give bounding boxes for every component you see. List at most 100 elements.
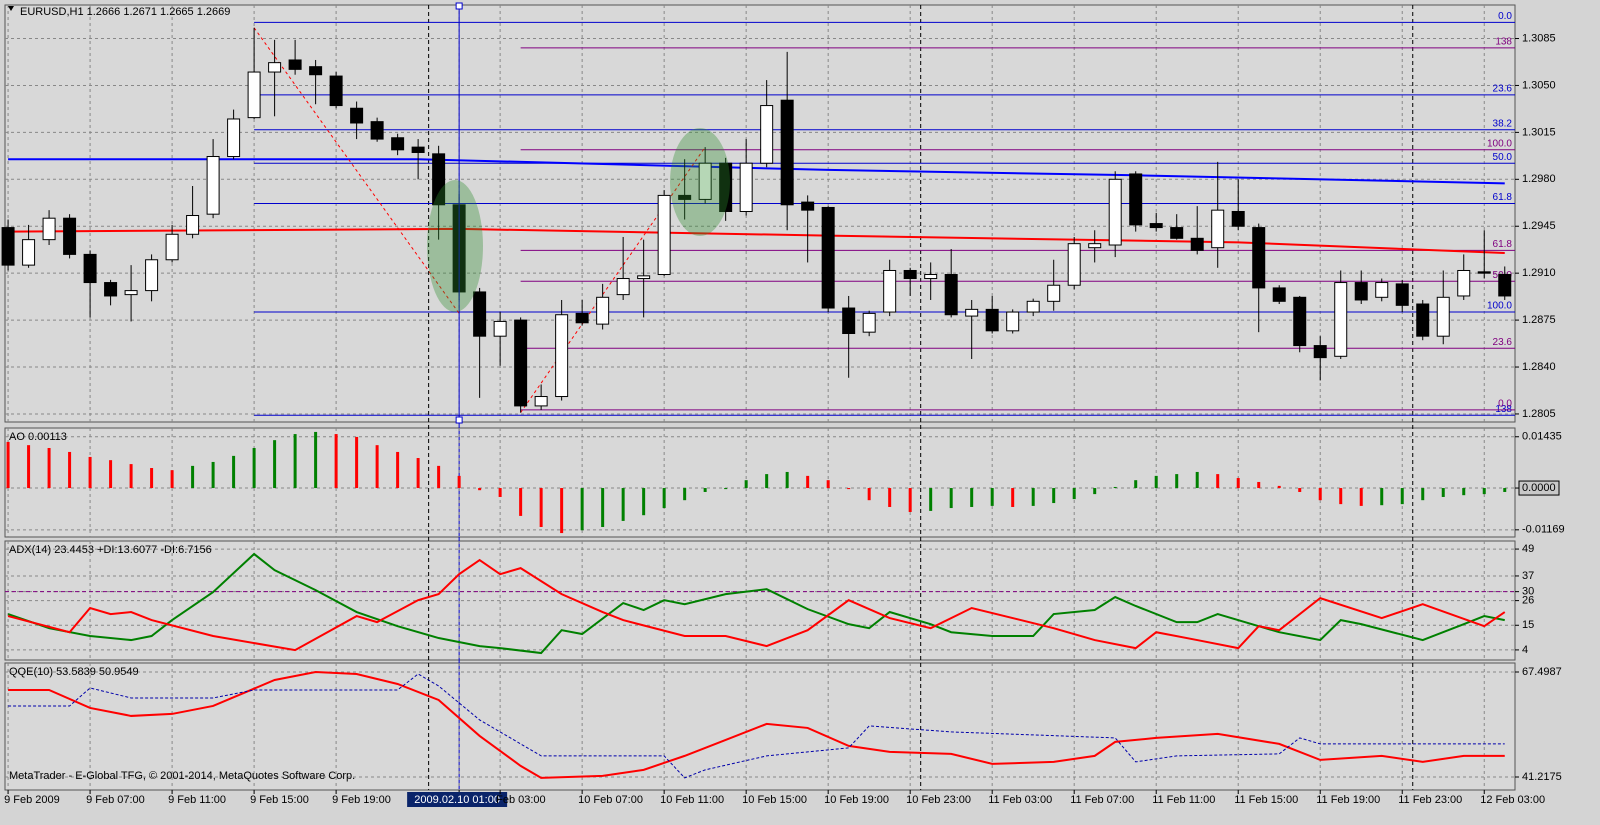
candle-body	[698, 162, 712, 200]
ao-bar	[806, 475, 810, 489]
fibo-label: 100.0	[1487, 301, 1512, 312]
candle-body	[1477, 271, 1491, 274]
candle-body	[575, 312, 589, 324]
x-tick-highlight	[407, 792, 508, 807]
candle-body	[1047, 284, 1061, 302]
fibo-label: 138	[1495, 37, 1512, 48]
ao-bar	[929, 488, 933, 511]
trend-line	[253, 27, 460, 314]
y-tick-label: 26	[1522, 595, 1534, 607]
candle-body	[1272, 287, 1286, 302]
ao-bar	[293, 434, 297, 489]
ao-bar	[949, 488, 953, 509]
fibo-label: 23.6	[1493, 83, 1513, 94]
x-tick-label: 10 Feb 11:00	[660, 794, 724, 806]
moving-average	[8, 158, 1505, 185]
ao-bar	[744, 480, 748, 489]
x-tick-label: 11 Feb 23:00	[1398, 794, 1462, 806]
candle-body	[1067, 243, 1081, 286]
ao-bar	[88, 456, 92, 489]
y-tick-label: 4	[1522, 644, 1528, 656]
y-tick-box	[1518, 480, 1560, 496]
candle-body	[83, 253, 97, 284]
indicator-line	[8, 670, 1505, 779]
menu-arrow[interactable]	[8, 6, 14, 11]
candle-body	[719, 162, 733, 212]
candle-body	[760, 105, 774, 164]
ao-bar	[539, 488, 543, 527]
candle-body	[42, 217, 56, 241]
ao-bar	[109, 460, 113, 489]
y-tick-label: 1.3050	[1522, 79, 1556, 91]
candle-body	[555, 314, 569, 398]
candle-body	[534, 396, 548, 407]
candle-body	[104, 282, 118, 297]
candle-body	[145, 259, 159, 292]
candle-body	[678, 194, 692, 200]
ao-bar	[519, 488, 523, 516]
ao-bar	[621, 488, 625, 521]
ao-bar	[1503, 488, 1507, 492]
indicator-line	[7, 558, 1506, 652]
candle-body	[1026, 300, 1040, 313]
y-tick-label: 49	[1522, 543, 1534, 555]
ao-bar	[560, 488, 564, 534]
x-tick-label: 10 Feb 15:00	[742, 794, 807, 806]
x-tick-label: 10 Feb 07:00	[578, 794, 643, 806]
candle-body	[391, 137, 405, 151]
candle-body	[1108, 178, 1122, 246]
fibo-label: 0.0	[1498, 399, 1512, 410]
ao-title: AO 0.00113	[9, 431, 67, 443]
candle-body	[1436, 296, 1450, 337]
candle-body	[63, 217, 77, 255]
ao-bar	[47, 448, 51, 489]
candle-body	[350, 107, 364, 124]
candle-body	[657, 194, 671, 276]
candle-body	[1088, 243, 1102, 249]
ao-bar	[1134, 480, 1138, 489]
ao-bar	[785, 471, 789, 489]
fibo-label: 61.8	[1493, 239, 1513, 250]
ao-bar	[990, 488, 994, 506]
adx-title: ADX(14) 23.4453 +DI:13.6077 -DI:6.7156	[9, 544, 212, 556]
x-tick-label: 11 Feb 15:00	[1234, 794, 1298, 806]
ao-bar	[683, 488, 687, 501]
qqe-title: QQE(10) 53.5839 50.9549	[9, 666, 139, 678]
ao-bar	[1400, 488, 1404, 505]
candle-body	[1416, 303, 1430, 337]
ao-bar	[724, 488, 728, 490]
x-tick-label: 10 Feb 23:00	[906, 794, 971, 806]
candle-body	[514, 319, 528, 407]
ao-bar	[27, 445, 31, 489]
candle-body	[1334, 282, 1348, 357]
ao-panel	[4, 427, 1516, 538]
ao-bar	[826, 480, 830, 489]
ao-bar	[1441, 488, 1445, 497]
candle-body	[1129, 173, 1143, 226]
ao-bar	[334, 434, 338, 489]
candle-body	[432, 153, 446, 206]
y-tick-label: 15	[1522, 619, 1534, 631]
main-title: EURUSD,H1 1.2666 1.2671 1.2665 1.2669	[20, 6, 230, 18]
fibo-label: 38.2	[1493, 118, 1513, 129]
candle-body	[1231, 210, 1245, 227]
highlight-ellipse	[670, 128, 730, 236]
ao-bar	[457, 475, 461, 489]
ao-bar	[765, 474, 769, 489]
ao-bar	[478, 488, 482, 491]
candle-body	[1252, 227, 1266, 289]
main-panel	[4, 4, 1516, 423]
ao-bar	[252, 448, 256, 489]
ao-bar	[867, 488, 871, 501]
x-tick-label: 11 Feb 11:00	[1152, 794, 1215, 806]
ao-bar	[1339, 488, 1343, 505]
crosshair-handle	[455, 2, 463, 10]
ao-bar	[355, 436, 359, 489]
y-tick-label: 1.3015	[1522, 126, 1556, 138]
x-tick-label: 10 Feb 19:00	[824, 794, 889, 806]
y-tick-label: 0.0000	[1522, 482, 1556, 494]
y-tick-label: 1.2980	[1522, 173, 1556, 185]
ao-bar	[1154, 475, 1158, 489]
candle-body	[165, 233, 179, 261]
candle-body	[842, 307, 856, 335]
